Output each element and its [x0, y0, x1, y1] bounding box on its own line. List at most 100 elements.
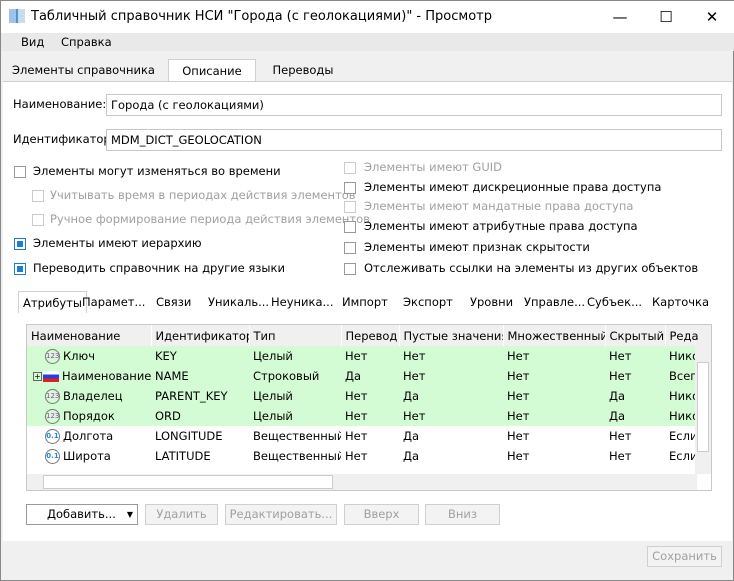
cell-type: Целый [249, 346, 341, 366]
window-title: Табличный справочник НСИ "Города (с геол… [31, 9, 492, 24]
type-value: Вещественный [253, 449, 341, 463]
empty-value: Да [403, 429, 420, 443]
cell-type: Вещественный [249, 426, 341, 446]
cell-name: 0.1 Широта [27, 446, 151, 466]
checkbox-label: Элементы имеют GUID [364, 160, 502, 174]
translate-value: Нет [345, 449, 368, 463]
edit-value: Если [669, 449, 698, 463]
save-button[interactable]: Сохранить [647, 546, 722, 567]
tab-translations[interactable]: Переводы [272, 63, 334, 77]
inner-tab[interactable]: Уровни [470, 295, 514, 309]
inner-tab[interactable]: Управле... [524, 295, 586, 309]
multiple-value: Нет [507, 389, 530, 403]
cell-hidden: Нет [605, 426, 665, 446]
real-icon: 0.1 [45, 428, 60, 444]
cell-type: Целый [249, 406, 341, 426]
expand-icon[interactable]: + [33, 372, 42, 381]
attributes-grid: Наименование Идентификатор Тип Перевод Пусты… [26, 324, 712, 491]
down-button[interactable]: Вниз [425, 504, 500, 525]
name-field[interactable]: Города (с геолокациями) [106, 94, 722, 116]
cell-multiple: Нет [503, 446, 605, 466]
id-value: ORD [155, 409, 181, 423]
type-value: Целый [253, 349, 293, 363]
edit-button[interactable]: Редактировать... [225, 504, 337, 525]
id-field[interactable]: MDM_DICT_GEOLOCATION [106, 129, 722, 151]
cell-hidden: Нет [605, 346, 665, 366]
inner-tab[interactable]: Атрибуты [18, 291, 88, 313]
column-header[interactable]: Перевод [341, 325, 400, 346]
inner-tab[interactable]: Неуника... [271, 295, 334, 309]
inner-tab[interactable]: Субъек... [587, 295, 643, 309]
close-button[interactable]: ✕ [705, 8, 719, 26]
add-button[interactable]: Добавить... ▼ [26, 504, 138, 525]
inner-tab[interactable]: Экспорт [403, 295, 453, 309]
name-value: Широта [63, 448, 111, 463]
checkbox[interactable] [14, 238, 26, 250]
table-row[interactable]: 0.1 Долгота LONGITUDE Вещественный Нет Да Нет Н… [27, 426, 711, 446]
inner-tab[interactable]: Парамет... [82, 295, 146, 309]
translate-value: Нет [345, 349, 368, 363]
inner-tab[interactable]: Связи [156, 295, 192, 309]
empty-value: Да [403, 389, 420, 403]
checkbox[interactable] [14, 166, 26, 178]
minimize-button[interactable]: — [612, 8, 628, 26]
table-row[interactable]: 123ВладелецPARENT_KEYЦелыйНетДаНетДаНико… [27, 386, 711, 406]
checkbox[interactable] [344, 201, 356, 213]
cell-translate: Да [341, 366, 399, 386]
checkbox[interactable] [344, 263, 356, 275]
column-header[interactable]: Наименование [27, 325, 152, 346]
checkbox[interactable] [344, 242, 356, 254]
checkbox[interactable] [344, 162, 356, 174]
id-value: PARENT_KEY [155, 389, 228, 403]
menu-bar [1, 33, 734, 51]
cell-name: 0.1 Долгота [27, 426, 151, 446]
horizontal-scrollbar[interactable] [27, 474, 697, 490]
tab-elements[interactable]: Элементы справочника [12, 63, 155, 77]
hidden-value: Нет [609, 429, 632, 443]
cell-name: 123 Порядок [27, 406, 151, 426]
checkbox[interactable] [14, 263, 26, 275]
empty-value: Да [403, 449, 420, 463]
checkbox[interactable] [32, 190, 44, 202]
column-header[interactable]: Идентификатор [151, 325, 250, 346]
column-header[interactable]: Тип [249, 325, 342, 346]
cell-hidden: Нет [605, 446, 665, 466]
maximize-button[interactable]: ☐ [659, 8, 673, 26]
checkbox-label: Элементы имеют атрибутные права доступа [364, 219, 638, 233]
cell-multiple: Нет [503, 426, 605, 446]
cell-multiple: Нет [503, 366, 605, 386]
multiple-value: Нет [507, 369, 530, 383]
table-row[interactable]: + Наименование NAME Строковый Да Нет Нет Нет Все… [27, 366, 711, 386]
translate-value: Нет [345, 429, 368, 443]
checkbox[interactable] [32, 214, 44, 226]
column-header[interactable]: Реда [665, 325, 711, 346]
table-row[interactable]: 123ПорядокORDЦелыйНетНетНетДаНикогда [27, 406, 711, 426]
table-row[interactable]: 0.1 Широта LATITUDE Вещественный Нет Да Нет Нет… [27, 446, 711, 466]
name-label: Наименование: [13, 97, 107, 111]
hidden-value: Нет [609, 349, 632, 363]
column-header[interactable]: Множественный [503, 325, 606, 346]
table-row[interactable]: 123КлючKEYЦелыйНетНетНетНетНикогда [27, 346, 711, 366]
translate-value: Нет [345, 409, 368, 423]
up-button[interactable]: Вверх [344, 504, 419, 525]
multiple-value: Нет [507, 349, 530, 363]
menu-view[interactable]: Вид [21, 35, 45, 49]
vertical-scrollbar[interactable] [695, 346, 711, 474]
cell-translate: Нет [341, 346, 399, 366]
chevron-down-icon: ▼ [126, 510, 133, 519]
inner-tab[interactable]: Уникаль... [208, 295, 270, 309]
tab-description[interactable]: Описание [168, 59, 256, 81]
flag-ru-icon [43, 371, 59, 382]
column-header[interactable]: Пустые значения [399, 325, 504, 346]
checkbox[interactable] [344, 182, 356, 194]
menu-help[interactable]: Справка [61, 35, 112, 49]
checkbox-label: Элементы имеют иерархию [33, 236, 202, 250]
empty-value: Нет [403, 349, 426, 363]
inner-tab[interactable]: Импорт [342, 295, 388, 309]
column-header[interactable]: Скрытый [605, 325, 666, 346]
inner-tab[interactable]: Карточка [652, 295, 710, 309]
cell-hidden: Да [605, 386, 665, 406]
checkbox[interactable] [344, 221, 356, 233]
cell-id: NAME [151, 366, 249, 386]
delete-button[interactable]: Удалить [145, 504, 218, 525]
